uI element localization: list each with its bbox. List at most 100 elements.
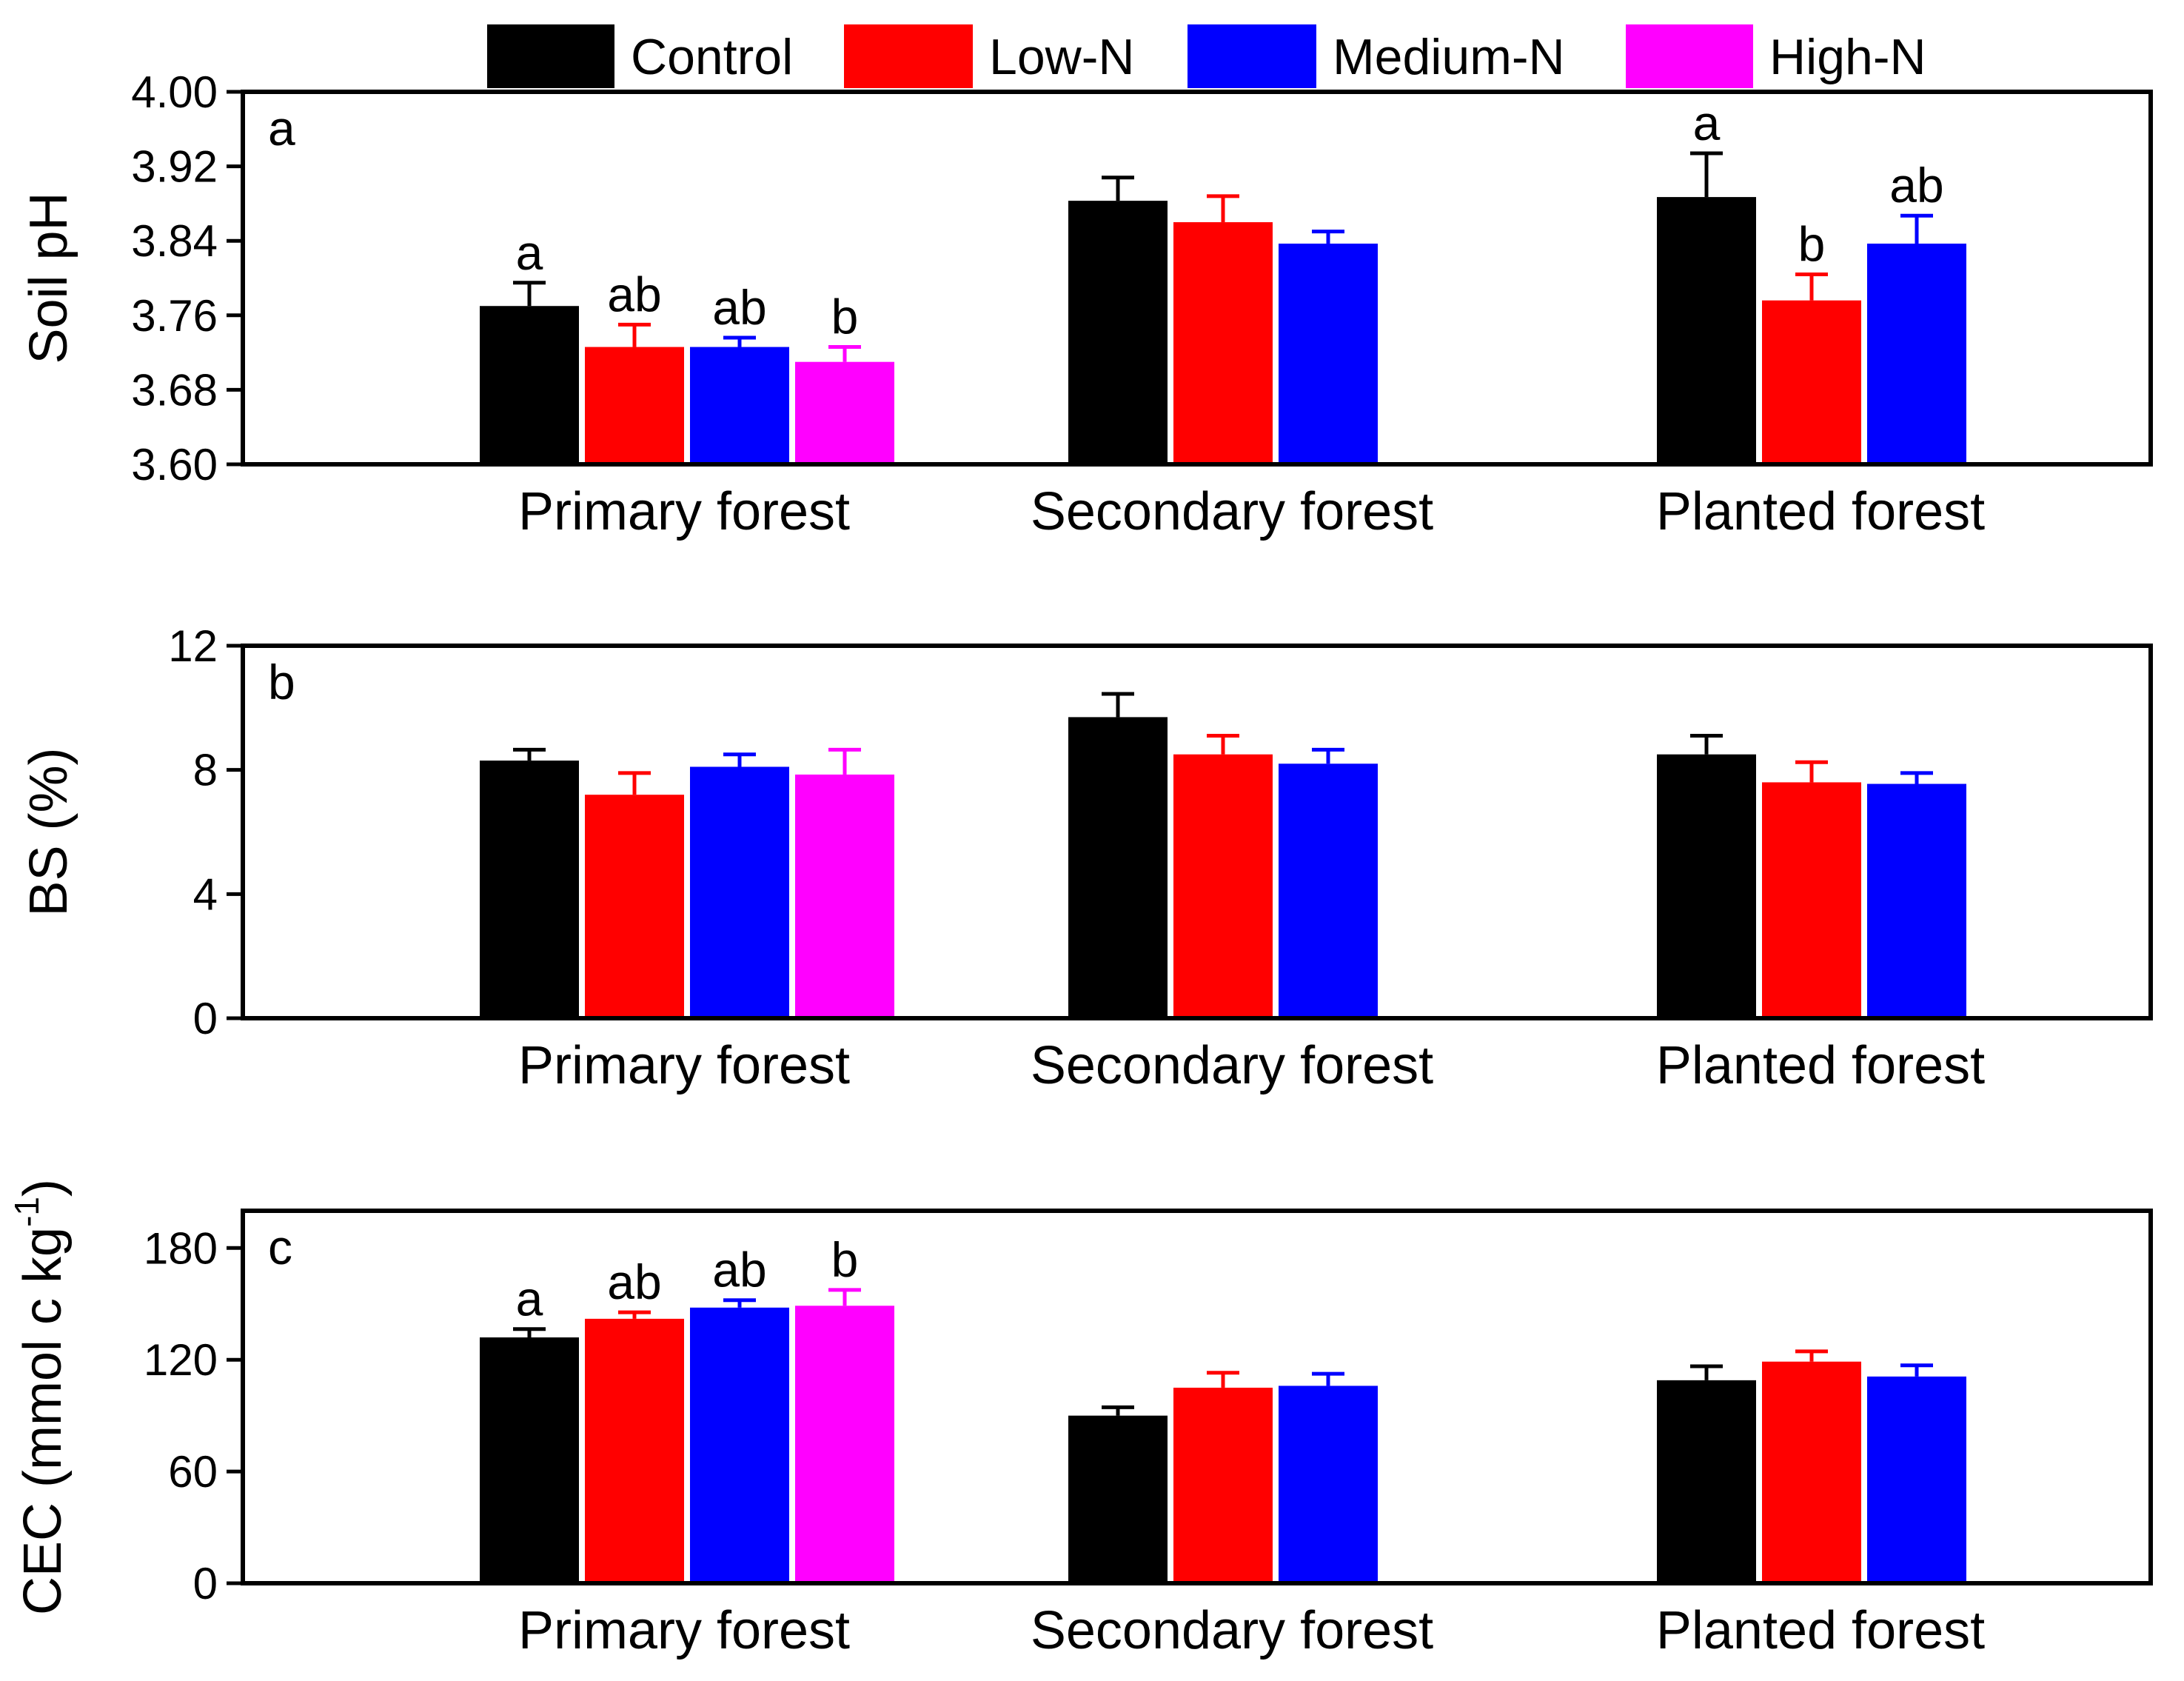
plot-frame — [241, 90, 2153, 467]
bar-a-low-n-1 — [1173, 222, 1273, 464]
error-bar-c-control-1 — [1102, 1405, 1134, 1416]
x-category-label: Planted forest — [1656, 1601, 1985, 1660]
significance-label: b — [1798, 216, 1826, 271]
x-category-label: Secondary forest — [1031, 482, 1433, 541]
bar-a-control-0 — [480, 306, 579, 464]
bar-a-control-1 — [1068, 201, 1168, 464]
bar-b-control-0 — [480, 761, 579, 1018]
bar-b-control-2 — [1657, 754, 1756, 1018]
chart-panels: aaabbababb3.603.683.763.843.924.00Primar… — [7, 67, 2153, 1660]
legend-label: Control — [631, 29, 793, 85]
panel-c: a ab ab b 0 60 120 180 Primary forest Secondary f… — [7, 1179, 2153, 1660]
error-bar-b-low-n-0 — [618, 771, 651, 795]
legend-label: Medium-N — [1333, 29, 1565, 85]
bar-b-high-n-0 — [795, 774, 894, 1018]
bar-a-medium-n-1 — [1279, 243, 1378, 464]
bar-a-low-n-0 — [585, 347, 684, 464]
error-bar-c-medium-n-1 — [1312, 1371, 1344, 1386]
error-bar-a-medium-n-0 — [723, 335, 756, 347]
y-tick-label: 12 — [168, 621, 218, 671]
bar-c-medium-n-2 — [1867, 1376, 1966, 1583]
error-bar-b-control-0 — [513, 747, 546, 761]
significance-label: ab — [712, 1243, 766, 1297]
bar-a-medium-n-2 — [1867, 243, 1966, 464]
legend-item-control: Control — [487, 24, 793, 88]
bar-c-low-n-0 — [585, 1318, 684, 1583]
y-tick-label: 4 — [193, 869, 218, 919]
legend-swatch — [844, 24, 973, 88]
y-tick-label: 60 — [168, 1447, 218, 1497]
legend-item-high-n: High-N — [1626, 24, 1926, 88]
plot-frame — [241, 644, 2153, 1020]
significance-label: ab — [1889, 158, 1943, 213]
error-bar-c-control-2 — [1690, 1364, 1723, 1380]
bar-c-low-n-1 — [1173, 1387, 1273, 1583]
bar-a-control-2 — [1657, 197, 1756, 464]
bar-c-control-1 — [1068, 1415, 1168, 1583]
error-bar-b-medium-n-0 — [723, 752, 756, 767]
bar-c-high-n-0 — [795, 1306, 894, 1583]
bar-b-medium-n-0 — [690, 766, 789, 1018]
bar-b-low-n-2 — [1762, 782, 1861, 1018]
x-category-label: Primary forest — [518, 1036, 850, 1095]
y-tick-label: 8 — [193, 746, 218, 795]
x-category-label: Primary forest — [518, 1601, 850, 1660]
y-axis-title: Soil pH — [19, 192, 78, 364]
error-bar-b-control-1 — [1102, 692, 1134, 718]
bar-a-low-n-2 — [1762, 300, 1861, 464]
legend-item-low-n: Low-N — [844, 24, 1135, 88]
bar-b-low-n-0 — [585, 795, 684, 1018]
error-bar-b-high-n-0 — [828, 747, 861, 775]
y-tick-label: 3.76 — [131, 291, 218, 341]
y-tick-label: 0 — [193, 1559, 218, 1608]
error-bar-a-low-n-2 — [1795, 272, 1828, 301]
y-tick-label: 4.00 — [131, 67, 218, 117]
legend-swatch — [487, 24, 614, 88]
legend-label: High-N — [1769, 29, 1926, 85]
legend-swatch — [1188, 24, 1316, 88]
error-bar-c-medium-n-2 — [1900, 1363, 1933, 1377]
significance-label: a — [516, 225, 543, 280]
panel-letter: b — [268, 655, 295, 709]
panel-letter: c — [268, 1220, 292, 1274]
x-category-label: Secondary forest — [1031, 1601, 1433, 1660]
error-bar-b-low-n-1 — [1207, 734, 1239, 755]
bar-b-medium-n-1 — [1279, 763, 1378, 1018]
y-axis-title: BS (%) — [19, 747, 78, 916]
bar-a-high-n-0 — [795, 361, 894, 464]
bar-c-medium-n-1 — [1279, 1386, 1378, 1583]
error-bar-a-control-1 — [1102, 176, 1134, 201]
significance-label: b — [831, 1232, 859, 1287]
y-tick-label: 3.68 — [131, 365, 218, 415]
legend-swatch — [1626, 24, 1753, 88]
error-bar-b-low-n-2 — [1795, 760, 1828, 783]
error-bar-a-high-n-0 — [828, 345, 861, 362]
bar-b-low-n-1 — [1173, 754, 1273, 1018]
y-tick-label: 3.92 — [131, 142, 218, 192]
bar-c-low-n-2 — [1762, 1361, 1861, 1583]
significance-label: a — [516, 1271, 543, 1326]
y-tick-label: 3.60 — [131, 440, 218, 489]
bar-c-medium-n-0 — [690, 1307, 789, 1583]
error-bar-c-low-n-1 — [1207, 1371, 1239, 1388]
error-bar-b-medium-n-2 — [1900, 771, 1933, 784]
bar-c-control-0 — [480, 1337, 579, 1583]
bar-c-control-2 — [1657, 1380, 1756, 1583]
y-axis-title: CEC (mmol c kg-1) — [7, 1179, 73, 1615]
significance-label: b — [831, 290, 859, 344]
y-tick-label: 180 — [144, 1223, 218, 1273]
bar-b-control-1 — [1068, 717, 1168, 1018]
y-tick-label: 3.84 — [131, 216, 218, 266]
x-category-label: Primary forest — [518, 482, 850, 541]
error-bar-a-medium-n-1 — [1312, 230, 1344, 244]
error-bar-a-control-0 — [513, 281, 546, 307]
panel-a: aaabbababb3.603.683.763.843.924.00Primar… — [19, 67, 2153, 541]
legend-item-medium-n: Medium-N — [1188, 24, 1565, 88]
error-bar-c-low-n-0 — [618, 1310, 651, 1319]
error-bar-b-control-2 — [1690, 734, 1723, 755]
error-bar-a-control-2 — [1690, 151, 1723, 198]
significance-label: a — [1693, 96, 1721, 150]
error-bar-c-low-n-2 — [1795, 1349, 1828, 1362]
panel-b: 0 4 8 12 Primary forest Secondary forest Plant… — [19, 621, 2153, 1095]
